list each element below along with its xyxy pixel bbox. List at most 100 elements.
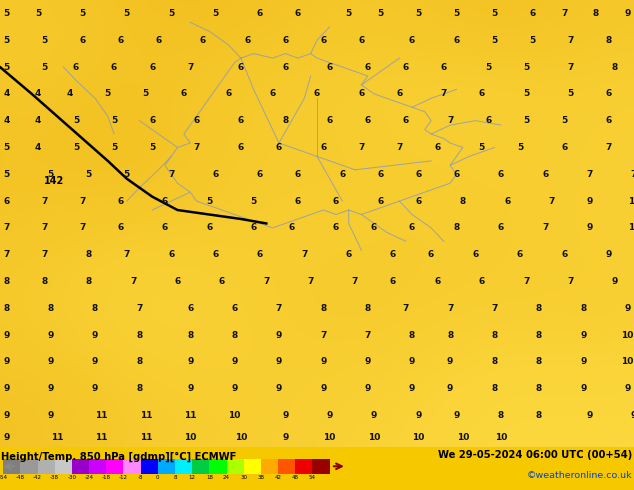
Text: 6: 6 (238, 143, 244, 152)
Text: 8: 8 (3, 304, 10, 313)
Text: 6: 6 (295, 196, 301, 206)
Text: 6: 6 (231, 304, 238, 313)
Text: 9: 9 (187, 358, 193, 367)
Text: 6: 6 (542, 170, 548, 179)
Text: 5: 5 (529, 36, 536, 45)
Text: -12: -12 (119, 475, 128, 480)
Text: 5: 5 (3, 9, 10, 18)
Text: 7: 7 (542, 223, 548, 232)
Text: 6: 6 (193, 116, 200, 125)
Text: 6: 6 (276, 143, 282, 152)
Text: 7: 7 (263, 277, 269, 286)
Text: 7: 7 (567, 63, 574, 72)
Bar (37, 459, 55, 474)
Text: 6: 6 (561, 250, 567, 259)
Text: 8: 8 (447, 331, 453, 340)
Text: 6: 6 (441, 63, 447, 72)
Text: 9: 9 (276, 384, 282, 393)
Text: -42: -42 (33, 475, 42, 480)
Text: 7: 7 (631, 170, 634, 179)
Text: 6: 6 (117, 223, 124, 232)
Text: 8: 8 (173, 475, 177, 480)
Text: 6: 6 (479, 277, 485, 286)
Text: 6: 6 (327, 63, 333, 72)
Bar (20, 459, 37, 474)
Bar (107, 459, 124, 474)
Text: 4: 4 (35, 143, 41, 152)
Text: 10: 10 (228, 411, 241, 420)
Text: 5: 5 (111, 143, 117, 152)
Text: 9: 9 (447, 358, 453, 367)
Text: 7: 7 (396, 143, 403, 152)
Text: 5: 5 (206, 196, 212, 206)
Text: 7: 7 (320, 331, 327, 340)
Text: 9: 9 (580, 358, 586, 367)
Text: 7: 7 (41, 250, 48, 259)
Text: 7: 7 (447, 304, 453, 313)
Text: 7: 7 (307, 277, 314, 286)
Text: 6: 6 (504, 196, 510, 206)
Text: 38: 38 (257, 475, 264, 480)
Text: 6: 6 (257, 170, 263, 179)
Text: 9: 9 (580, 331, 586, 340)
Text: 6: 6 (365, 63, 371, 72)
Text: 6: 6 (314, 89, 320, 98)
Text: 8: 8 (498, 411, 504, 420)
Text: 7: 7 (41, 196, 48, 206)
Text: 6: 6 (472, 250, 479, 259)
Text: 5: 5 (517, 143, 523, 152)
Text: 8: 8 (580, 304, 586, 313)
Text: 9: 9 (586, 196, 593, 206)
Bar (261, 459, 278, 474)
Text: 8: 8 (536, 304, 542, 313)
Text: 6: 6 (257, 250, 263, 259)
Text: 6: 6 (333, 223, 339, 232)
Text: 9: 9 (282, 411, 288, 420)
Text: 6: 6 (162, 223, 168, 232)
Text: 9: 9 (447, 384, 453, 393)
Text: 6: 6 (390, 250, 396, 259)
Text: 8: 8 (491, 331, 498, 340)
Text: 10: 10 (495, 434, 507, 442)
Text: 6: 6 (409, 223, 415, 232)
Bar (124, 459, 141, 474)
Text: 5: 5 (491, 36, 498, 45)
Text: 54: 54 (309, 475, 316, 480)
Text: 8: 8 (536, 411, 542, 420)
Text: 11: 11 (139, 434, 152, 442)
Text: 8: 8 (409, 331, 415, 340)
Text: 10: 10 (628, 196, 634, 206)
Text: 6: 6 (479, 89, 485, 98)
Text: 6: 6 (288, 223, 295, 232)
Text: 7: 7 (567, 277, 574, 286)
Text: 142: 142 (44, 176, 64, 186)
Text: 9: 9 (624, 384, 631, 393)
Text: 11: 11 (184, 411, 197, 420)
Text: 4: 4 (67, 89, 73, 98)
Text: 8: 8 (187, 331, 193, 340)
Text: 8: 8 (612, 63, 618, 72)
Text: 9: 9 (415, 411, 422, 420)
Text: 5: 5 (485, 63, 491, 72)
Text: 6: 6 (219, 277, 225, 286)
Text: 6: 6 (162, 196, 168, 206)
Text: 6: 6 (117, 36, 124, 45)
Text: -8: -8 (138, 475, 143, 480)
Text: 42: 42 (275, 475, 281, 480)
Text: We 29-05-2024 06:00 UTC (00+54): We 29-05-2024 06:00 UTC (00+54) (439, 450, 633, 460)
Text: 5: 5 (453, 9, 460, 18)
Text: 10: 10 (184, 434, 197, 442)
Text: 9: 9 (282, 434, 288, 442)
Text: 10: 10 (628, 223, 634, 232)
Text: 8: 8 (136, 331, 143, 340)
Text: 5: 5 (86, 170, 92, 179)
Text: 6: 6 (282, 63, 288, 72)
Text: 6: 6 (238, 63, 244, 72)
Text: 9: 9 (320, 358, 327, 367)
Text: 5: 5 (212, 9, 219, 18)
Text: -30: -30 (67, 475, 77, 480)
Text: 6: 6 (434, 143, 441, 152)
Text: 9: 9 (48, 331, 54, 340)
Text: 6: 6 (117, 196, 124, 206)
Text: 6: 6 (529, 9, 536, 18)
